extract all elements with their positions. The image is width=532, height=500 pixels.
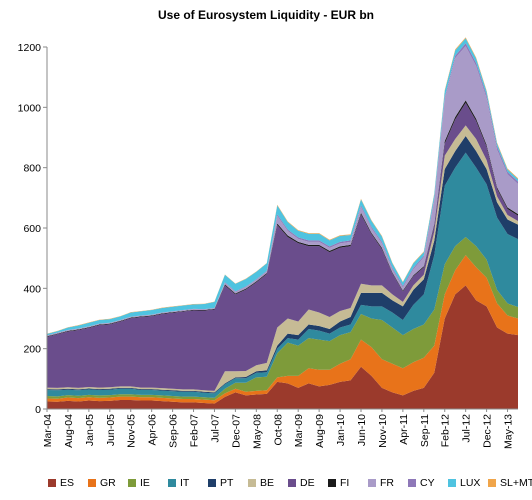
x-tick-label: Jul-07 xyxy=(209,414,221,443)
x-tick-label: Nov-05 xyxy=(126,414,138,448)
legend-swatch xyxy=(128,479,136,487)
legend-label: BE xyxy=(260,477,275,489)
legend-label: FR xyxy=(380,477,394,489)
x-tick-label: Sep-11 xyxy=(419,414,431,447)
y-tick-label: 0 xyxy=(35,404,41,416)
legend-item-pt: PT xyxy=(208,476,233,490)
x-tick-label: Feb-12 xyxy=(440,414,452,447)
x-tick-label: Mar-09 xyxy=(293,414,305,447)
legend-item-sl-mt: SL+MT xyxy=(488,476,532,490)
legend-swatch xyxy=(208,479,216,487)
legend-label: PT xyxy=(220,477,234,489)
legend-label: LUX xyxy=(460,477,481,489)
x-tick-label: Aug-09 xyxy=(314,414,326,448)
legend-swatch xyxy=(88,479,96,487)
legend-label: CY xyxy=(420,477,435,489)
legend-swatch xyxy=(368,479,376,487)
legend-swatch xyxy=(248,479,256,487)
legend-label: DE xyxy=(300,477,315,489)
legend-swatch xyxy=(328,479,336,487)
y-tick-label: 600 xyxy=(23,223,41,235)
area-series-it xyxy=(47,152,518,398)
legend-item-gr: GR xyxy=(88,476,116,490)
legend-swatch xyxy=(408,479,416,487)
legend-item-es: ES xyxy=(48,476,74,490)
area-series-ie xyxy=(47,237,518,401)
x-tick-label: Jun-05 xyxy=(105,414,117,446)
legend-swatch xyxy=(168,479,176,487)
legend-swatch xyxy=(448,479,456,487)
x-tick-label: Dec-07 xyxy=(230,414,242,448)
x-tick-label: Dec-12 xyxy=(482,414,494,448)
x-tick-label: Jan-10 xyxy=(335,414,347,446)
y-tick-label: 800 xyxy=(23,163,41,175)
x-tick-label: Jun-10 xyxy=(356,414,368,446)
y-tick-label: 400 xyxy=(23,283,41,295)
chart-legend: ES GR IE IT PT BE DE FI FR CY LUX SL+MT xyxy=(48,476,532,494)
x-tick-label: Apr-06 xyxy=(147,414,159,446)
x-tick-label: Jan-05 xyxy=(84,414,96,446)
legend-item-it: IT xyxy=(168,476,189,490)
area-series-pt xyxy=(47,135,518,394)
legend-item-fi: FI xyxy=(328,476,349,490)
area-series-de xyxy=(47,102,518,391)
legend-item-de: DE xyxy=(288,476,315,490)
legend-swatch xyxy=(288,479,296,487)
legend-swatch xyxy=(48,479,56,487)
y-tick-label: 1200 xyxy=(18,42,42,54)
y-tick-label: 200 xyxy=(23,344,41,356)
x-tick-label: Sep-06 xyxy=(168,414,180,448)
x-tick-label: Apr-11 xyxy=(398,414,410,445)
x-tick-label: Aug-04 xyxy=(63,414,75,448)
area-series-gr xyxy=(47,255,518,404)
legend-item-cy: CY xyxy=(408,476,435,490)
legend-label: ES xyxy=(60,477,75,489)
legend-item-ie: IE xyxy=(128,476,150,490)
legend-label: IE xyxy=(140,477,150,489)
x-tick-label: Nov-10 xyxy=(377,414,389,448)
legend-item-be: BE xyxy=(248,476,274,490)
legend-item-fr: FR xyxy=(368,476,394,490)
y-tick-label: 1000 xyxy=(18,102,42,114)
chart-plot: 0 200 400 600 800 1000 1200 Mar-04 Aug-04 Jan-05 J… xyxy=(18,37,518,449)
legend-label: GR xyxy=(100,477,116,489)
x-tick-label: May-08 xyxy=(251,414,263,449)
area-series-be xyxy=(47,125,518,393)
legend-label: IT xyxy=(180,477,190,489)
area-series-fr xyxy=(47,46,518,337)
legend-label: FI xyxy=(340,477,350,489)
legend-item-lux: LUX xyxy=(448,476,480,490)
x-tick-label: Jul-12 xyxy=(461,414,473,443)
chart-title: Use of Eurosystem Liquidity - EUR bn xyxy=(157,8,375,22)
x-tick-label: Mar-04 xyxy=(42,414,54,447)
legend-swatch xyxy=(488,479,496,487)
legend-label: SL+MT xyxy=(500,477,532,489)
x-tick-label: Feb-07 xyxy=(189,414,201,447)
x-tick-label: May-13 xyxy=(503,414,515,449)
area-series-es xyxy=(47,285,518,409)
x-tick-label: Oct-08 xyxy=(272,414,284,446)
